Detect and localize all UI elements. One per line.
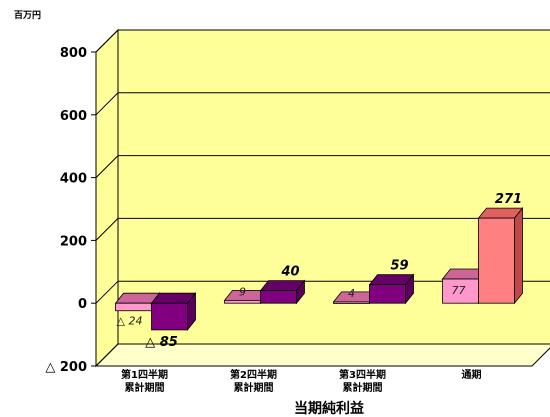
data-label-cur-year: 40 <box>280 265 299 280</box>
chart-title: 当期純利益 <box>294 400 364 417</box>
bar-front-face <box>478 217 515 304</box>
y-tick-label: 0 <box>78 297 87 312</box>
gridline <box>95 92 550 116</box>
data-label-cur-year: 271 <box>495 192 522 207</box>
x-category-label: 累計期間 <box>125 381 165 394</box>
data-label-prev-year: △ 24 <box>117 315 143 328</box>
data-label-cur-year: △ 85 <box>145 335 178 350</box>
bar-front-face <box>260 290 297 304</box>
data-label-prev-year: 9 <box>239 285 246 298</box>
bar-cur-year <box>150 292 197 332</box>
data-label-cur-year: 59 <box>390 259 408 274</box>
x-category-label: 第2四半期 <box>230 368 277 381</box>
bar-cur-year <box>368 273 415 305</box>
chart-walls <box>94 28 550 368</box>
gridline <box>95 155 550 178</box>
x-category-label: 累計期間 <box>343 381 383 394</box>
bar-front-face <box>333 301 370 304</box>
data-label-prev-year: 4 <box>348 287 355 300</box>
x-category-label: 通期 <box>462 368 482 381</box>
y-tick-label: 200 <box>60 234 87 249</box>
side-wall <box>95 28 119 368</box>
gridline <box>95 343 550 367</box>
y-tick-label: △ 200 <box>45 360 87 375</box>
gridline <box>95 29 550 53</box>
gridlines <box>95 29 550 367</box>
unit-label: 百万円 <box>14 10 41 21</box>
y-tick-label: 400 <box>60 172 87 187</box>
bar-cur-year <box>259 279 306 305</box>
bar-front-face <box>151 302 188 331</box>
gridline <box>95 217 550 241</box>
bar-front-face <box>224 299 261 304</box>
x-category-label: 累計期間 <box>234 381 274 394</box>
bar-side-face <box>514 206 523 305</box>
data-labels-layer: △ 24△ 85 9 40 4 59 77 271 <box>117 192 523 350</box>
data-label-prev-year: 77 <box>452 284 466 297</box>
x-category-label: 第1四半期 <box>121 368 168 381</box>
bar-front-face <box>115 302 152 312</box>
bar-front-face <box>442 278 479 304</box>
bars-layer <box>114 206 524 332</box>
bar-front-face <box>369 284 406 304</box>
bar-cur-year <box>477 206 524 305</box>
axes-layer: △ 2000200400600800第1四半期累計期間第2四半期累計期間第3四半… <box>45 46 532 394</box>
x-category-label: 第3四半期 <box>339 368 386 381</box>
y-tick-label: 600 <box>60 109 87 124</box>
y-tick-label: 800 <box>60 46 87 61</box>
